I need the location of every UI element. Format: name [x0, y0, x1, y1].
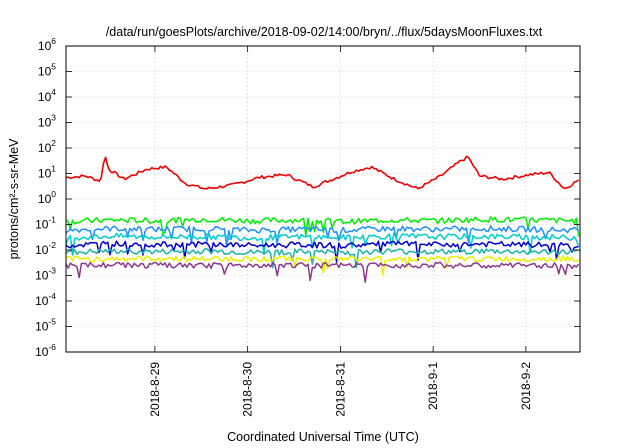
y-tick-label: 104	[38, 87, 56, 104]
y-tick-labels: 10-6 10-5 10-4 10-3 10-2 10-1 100 101 102 103 104 1…	[35, 36, 56, 359]
x-tick-label: 2018-9-1	[426, 362, 440, 410]
y-tick-label: 10-6	[35, 342, 56, 359]
y-tick-label: 106	[38, 36, 56, 53]
x-tick-label: 2018-9-2	[519, 362, 533, 410]
series-line	[65, 225, 580, 248]
y-tick-label: 105	[38, 62, 56, 79]
y-tick-label: 100	[38, 189, 56, 206]
series-layer	[65, 155, 580, 283]
y-tick-label: 10-3	[35, 266, 56, 283]
series-line	[65, 155, 580, 190]
y-tick-label: 10-2	[35, 240, 56, 257]
y-tick-label: 10-1	[35, 215, 56, 232]
x-tick-label: 2018-8-29	[148, 362, 162, 417]
series-line	[65, 240, 579, 263]
series-line	[65, 216, 580, 237]
chart-title: /data/run/goesPlots/archive/2018-09-02/1…	[106, 25, 543, 39]
tick-marks	[66, 45, 580, 353]
grid-lines	[66, 46, 580, 352]
y-axis-label: protons/cm²-s-sr-MeV	[7, 138, 21, 260]
x-tick-label: 2018-8-30	[241, 362, 255, 417]
x-axis-label: Coordinated Universal Time (UTC)	[227, 430, 419, 444]
y-tick-label: 102	[38, 138, 56, 155]
x-tick-label: 2018-8-31	[333, 362, 347, 417]
series-line	[65, 247, 579, 269]
x-tick-labels: 2018-8-29 2018-8-30 2018-8-31 2018-9-1 2018-…	[148, 362, 533, 417]
y-tick-label: 10-4	[35, 291, 56, 308]
series-line	[65, 232, 580, 256]
y-tick-label: 10-5	[35, 317, 56, 334]
y-tick-label: 101	[38, 164, 56, 181]
series-line	[65, 261, 580, 283]
y-tick-label: 103	[38, 113, 56, 130]
